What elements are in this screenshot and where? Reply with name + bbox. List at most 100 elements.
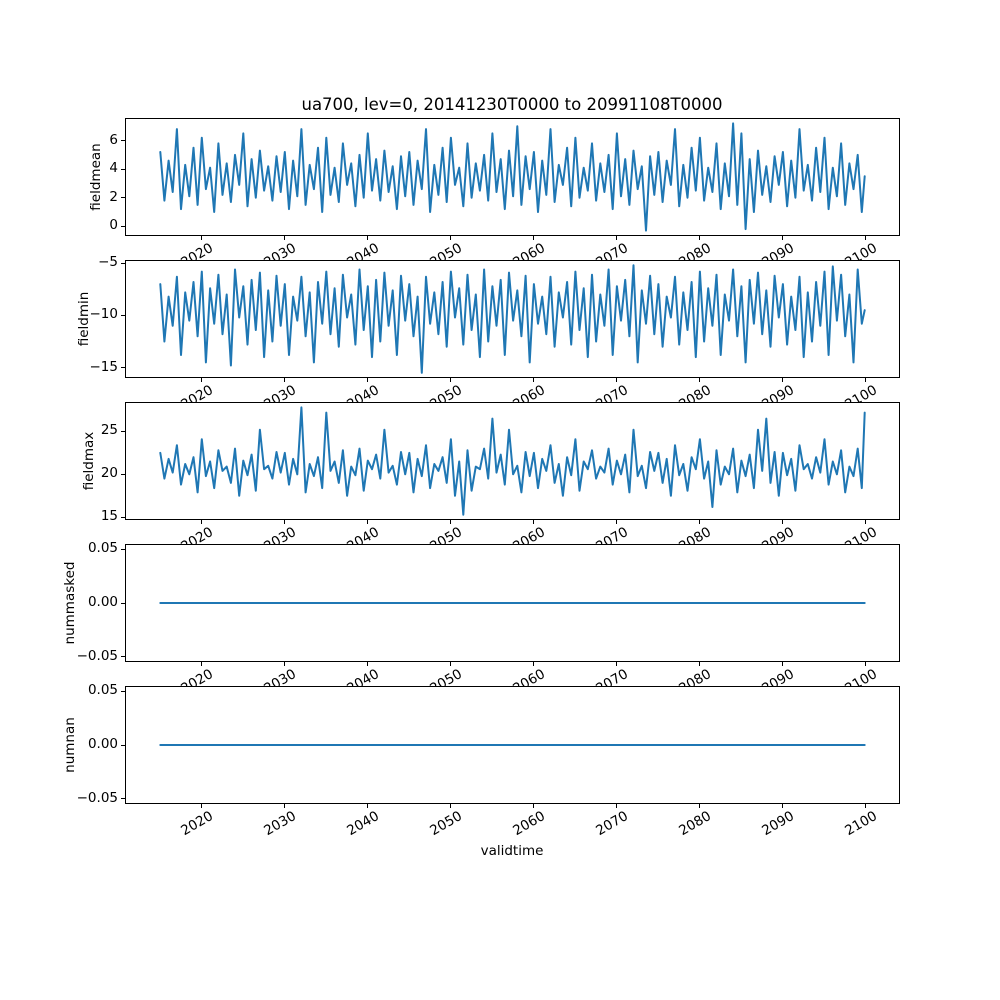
x-tick [201,520,203,524]
y-axis-label-fieldmin: fieldmin [76,291,92,347]
x-tick [699,520,701,524]
x-tick [782,662,784,666]
y-tick [121,656,125,658]
y-tick [121,602,125,604]
x-tick [616,236,618,240]
series-line-fieldmax [159,406,866,516]
x-tick [699,378,701,382]
y-axis-label-nummasked: nummasked [62,561,78,645]
y-tick [121,690,125,692]
x-tick [201,378,203,382]
chart-title: ua700, lev=0, 20141230T0000 to 20991108T… [301,95,723,114]
x-tick [367,662,369,666]
y-tick-label: −5 [98,254,118,271]
plot-canvas-fieldmax [159,406,866,516]
x-tick [450,378,452,382]
x-tick [865,662,867,666]
x-tick [616,520,618,524]
x-tick [782,236,784,240]
x-tick-label: 2070 [593,808,631,840]
y-tick [121,168,125,170]
series-line-fieldmean [159,122,866,232]
x-tick [533,662,535,666]
y-tick [121,548,125,550]
y-tick [121,798,125,800]
y-axis-label-numnan: numnan [62,717,78,773]
x-tick-label: 2030 [261,808,299,840]
y-tick-label: 15 [100,508,118,525]
plot-canvas-numnan [159,744,866,746]
axes-fieldmin [125,260,900,378]
x-tick [450,804,452,808]
y-tick-label: −0.05 [76,647,118,664]
y-tick [121,516,125,518]
y-tick [121,744,125,746]
x-tick [201,662,203,666]
x-tick [367,804,369,808]
x-tick [201,804,203,808]
y-tick-label: 0.05 [87,540,118,557]
x-tick [865,804,867,808]
x-tick [450,520,452,524]
y-axis-label-fieldmax: fieldmax [81,431,97,491]
y-tick-label: 20 [100,465,118,482]
x-tick-label: 2080 [676,808,714,840]
y-tick [121,225,125,227]
x-tick [284,236,286,240]
x-tick [367,378,369,382]
x-tick [616,662,618,666]
plot-canvas-fieldmin [159,264,866,374]
x-tick [533,378,535,382]
x-tick [533,520,535,524]
y-tick [121,262,125,264]
series-line-fieldmin [159,264,866,374]
axes-fieldmax [125,402,900,520]
x-tick [782,804,784,808]
x-tick-label: 2040 [344,808,382,840]
y-tick-label: 0 [109,217,118,234]
x-tick-label: 2060 [510,808,548,840]
x-tick [699,236,701,240]
x-tick [865,236,867,240]
y-tick [121,473,125,475]
y-tick-label: 0.00 [87,594,118,611]
x-tick [616,804,618,808]
x-tick [367,236,369,240]
x-tick-label: 2050 [427,808,465,840]
axes-numnan [125,686,900,804]
plot-canvas-nummasked [159,602,866,604]
y-tick [121,314,125,316]
x-tick [782,520,784,524]
x-tick [201,236,203,240]
y-tick-label: −15 [89,358,119,375]
x-tick [284,378,286,382]
x-tick-label: 2090 [759,808,797,840]
y-tick-label: −0.05 [76,789,118,806]
x-axis-label: validtime [480,843,544,859]
y-tick [121,367,125,369]
x-tick [284,520,286,524]
x-tick [450,236,452,240]
x-tick [782,378,784,382]
x-tick [284,662,286,666]
plot-canvas-fieldmean [159,122,866,232]
x-tick [533,236,535,240]
y-tick-label: 4 [109,160,118,177]
y-tick-label: 0.00 [87,736,118,753]
y-tick [121,140,125,142]
y-tick-label: 6 [109,131,118,148]
x-tick [699,804,701,808]
y-tick-label: 0.05 [87,682,118,699]
x-tick [616,378,618,382]
axes-nummasked [125,544,900,662]
y-tick-label: 25 [100,422,118,439]
x-tick [450,662,452,666]
y-tick [121,197,125,199]
y-tick-label: −10 [89,306,119,323]
axes-fieldmean [125,118,900,236]
y-axis-label-fieldmean: fieldmean [88,143,104,211]
x-tick [865,520,867,524]
x-tick [865,378,867,382]
x-tick [699,662,701,666]
